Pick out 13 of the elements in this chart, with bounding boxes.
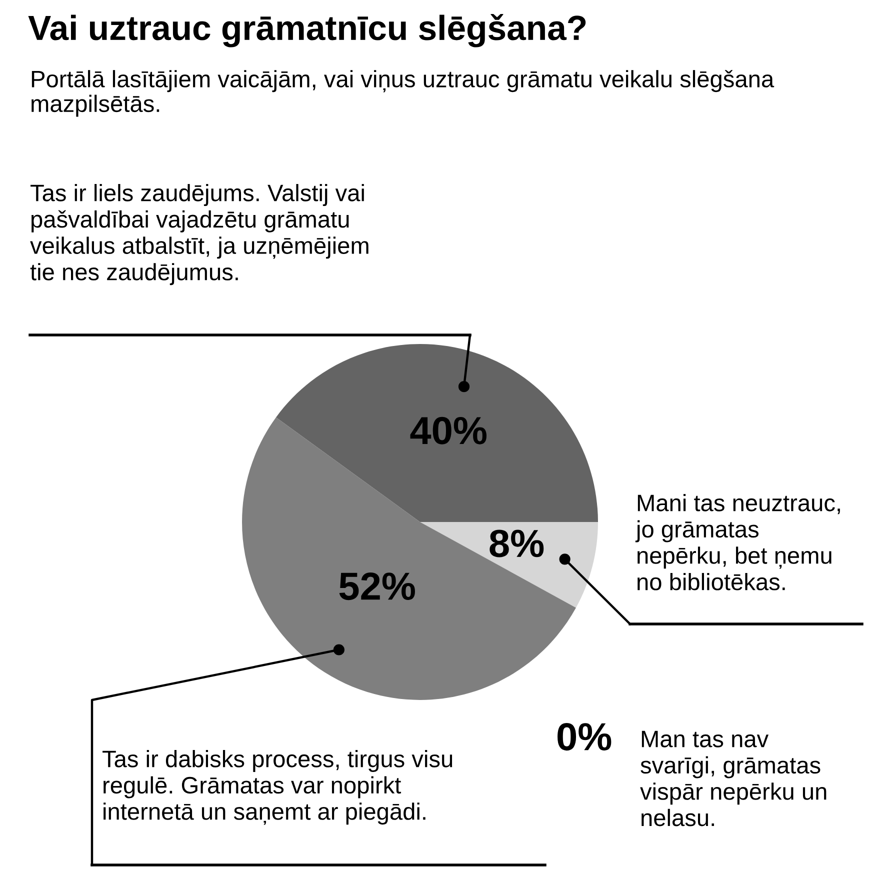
data-label: 8% [490,530,544,558]
slice-label: Tas ir liels zaudējums. Valstij vai pašvaldībai vajadzētu grāmatu veikalus atbalstīt, ja uzņēmējiem tie nes zaudējumus. [30,184,368,286]
chart-title: Vai uztrauc grāmatnīcu slēgšana? [28,14,586,48]
data-label: 52% [339,572,415,600]
slice-label: Tas ir dabisks process, tirgus visu regulē. Grāmatas var nopirkt internetā un saņemt ar piegādi. [102,750,452,825]
pie-slice [242,417,576,700]
category-label: Man tas nav svarīgi, grāmatas vispār nepērku un nelasu. [640,730,826,826]
text: 0% [558,723,612,751]
data-label: 40% [410,416,486,444]
slice-label: Mani tas neuztrauc, jo grāmatas nepērku, bet ņemu no bibliotēkas. [635,494,840,590]
pie-slice [276,344,598,522]
pie-slice [420,522,598,608]
chart-subtitle: Portālā lasītājiem vaicājām, vai viņus uztrauc grāmatu veikalu slēgšana mazpilsētās. [32,70,774,117]
